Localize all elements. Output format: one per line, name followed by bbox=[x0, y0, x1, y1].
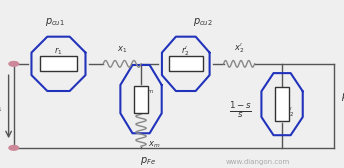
Bar bbox=[169, 56, 203, 71]
Text: $r_2'$: $r_2'$ bbox=[182, 45, 190, 58]
Text: www.diangon.com: www.diangon.com bbox=[226, 159, 290, 165]
Text: $\dot{U}_1$: $\dot{U}_1$ bbox=[0, 98, 2, 114]
Text: $p_{Fe}$: $p_{Fe}$ bbox=[140, 155, 156, 166]
Text: $\frac{1-s}{s}$: $\frac{1-s}{s}$ bbox=[229, 101, 252, 121]
Text: $r_2'$: $r_2'$ bbox=[286, 106, 293, 119]
Bar bbox=[134, 86, 148, 113]
Circle shape bbox=[9, 145, 19, 150]
Bar bbox=[40, 56, 77, 71]
Text: $x_2'$: $x_2'$ bbox=[234, 42, 244, 55]
Text: $x_1$: $x_1$ bbox=[117, 45, 127, 55]
Text: $p_{cu2}$: $p_{cu2}$ bbox=[193, 16, 213, 28]
Bar bbox=[275, 87, 289, 121]
Text: $r_1$: $r_1$ bbox=[54, 46, 63, 57]
Text: $p_{mec}$: $p_{mec}$ bbox=[341, 91, 344, 103]
Text: $r_m$: $r_m$ bbox=[144, 85, 154, 96]
Circle shape bbox=[9, 61, 19, 66]
Text: $p_{cu1}$: $p_{cu1}$ bbox=[45, 16, 65, 28]
Text: $x_m$: $x_m$ bbox=[148, 139, 160, 150]
